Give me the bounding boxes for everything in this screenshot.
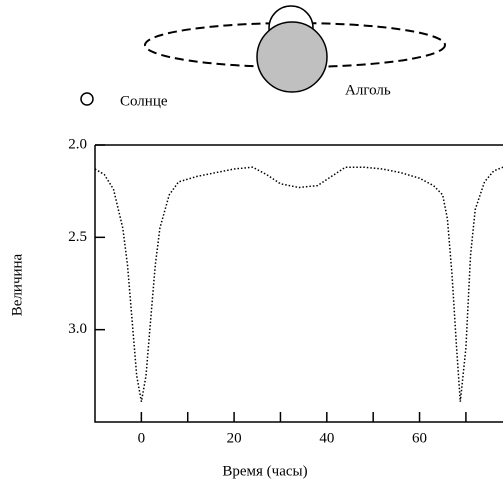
algol-diagram — [80, 5, 446, 106]
x-tick-label: 40 — [319, 430, 334, 446]
x-tick-label: 0 — [138, 430, 146, 446]
algol-star — [256, 21, 328, 93]
annotation: Алголь — [345, 82, 391, 98]
y-tick-label: 3.0 — [68, 321, 87, 337]
y-axis-title: Величина — [9, 253, 25, 316]
y-tick-label: 2.5 — [68, 229, 87, 245]
annotation: Солнце — [120, 93, 168, 109]
axes-frame — [94, 144, 503, 423]
x-tick-label: 20 — [227, 430, 242, 446]
light-curve — [94, 166, 503, 402]
y-tick-label: 2.0 — [68, 136, 87, 152]
x-axis-title: Время (часы) — [222, 463, 307, 479]
x-tick-label: 60 — [412, 430, 427, 446]
sun-symbol — [80, 92, 94, 106]
